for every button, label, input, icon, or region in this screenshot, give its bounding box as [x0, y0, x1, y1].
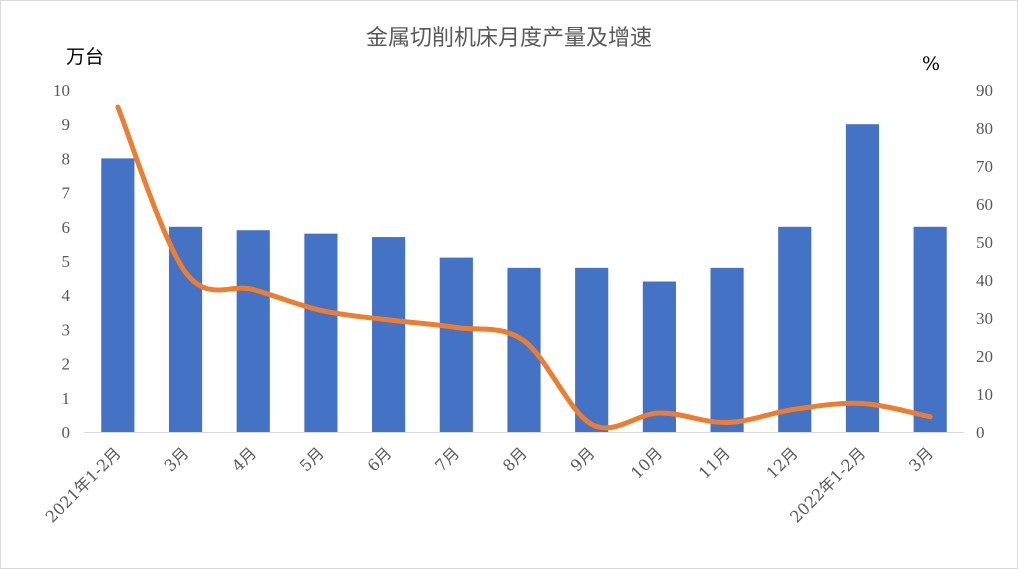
- x-tick-label: 8月: [499, 443, 531, 475]
- bar: [575, 267, 609, 432]
- left-tick-label: 9: [62, 115, 71, 134]
- bar: [304, 233, 338, 432]
- left-axis-unit: 万台: [66, 46, 104, 68]
- x-tick-label: 11月: [695, 443, 734, 482]
- left-axis-ticks: 0 1 2 3 4 5 6 7 8 9 10: [53, 81, 71, 442]
- bar: [101, 158, 135, 432]
- left-tick-label: 7: [62, 184, 71, 203]
- left-tick-label: 5: [62, 252, 71, 271]
- x-tick-label: 2021年1-2月: [42, 443, 125, 526]
- right-tick-label: 0: [976, 423, 985, 442]
- left-tick-label: 4: [62, 286, 71, 305]
- chart-title: 金属切削机床月度产量及增速: [366, 26, 652, 51]
- x-tick-label: 10月: [627, 443, 666, 482]
- x-tick-label: 3月: [160, 443, 192, 475]
- x-tick-label: 3月: [905, 443, 937, 475]
- right-tick-label: 50: [976, 233, 993, 252]
- bar: [710, 267, 744, 432]
- left-tick-label: 0: [62, 423, 71, 442]
- x-tick-label: 5月: [296, 443, 328, 475]
- growth-line-series: [115, 104, 933, 431]
- x-tick-label: 7月: [431, 443, 463, 475]
- bar: [372, 237, 406, 432]
- right-axis-unit: %: [922, 53, 940, 75]
- left-tick-label: 2: [62, 355, 71, 374]
- bar: [778, 226, 812, 432]
- right-tick-label: 70: [976, 157, 993, 176]
- left-tick-label: 8: [62, 149, 71, 168]
- x-tick-label: 9月: [567, 443, 599, 475]
- bar: [913, 226, 947, 432]
- left-tick-label: 1: [62, 389, 71, 408]
- bar: [236, 230, 270, 432]
- bar-series: [101, 124, 947, 432]
- right-tick-label: 90: [976, 81, 993, 100]
- right-tick-label: 60: [976, 195, 993, 214]
- right-tick-label: 10: [976, 385, 993, 404]
- left-tick-label: 10: [53, 81, 70, 100]
- left-tick-label: 3: [62, 320, 71, 339]
- bar: [168, 226, 203, 432]
- bar: [845, 124, 880, 432]
- x-tick-label: 4月: [228, 443, 260, 475]
- right-tick-label: 40: [976, 271, 993, 290]
- right-tick-label: 30: [976, 309, 993, 328]
- x-tick-label: 12月: [762, 443, 801, 482]
- bar: [439, 257, 473, 432]
- x-axis-ticks: 2021年1-2月 3月 4月 5月 6月 7月 8月 9月 10月 11月 12月2022年1-2…: [42, 443, 937, 526]
- right-axis-ticks: 0 10 20 30 40 50 60 70 80 90: [976, 81, 993, 442]
- right-tick-label: 80: [976, 119, 993, 138]
- left-tick-label: 6: [62, 218, 71, 237]
- bar: [642, 281, 676, 432]
- growth-line: [115, 104, 933, 431]
- x-tick-label: 6月: [363, 443, 395, 475]
- right-tick-label: 20: [976, 347, 993, 366]
